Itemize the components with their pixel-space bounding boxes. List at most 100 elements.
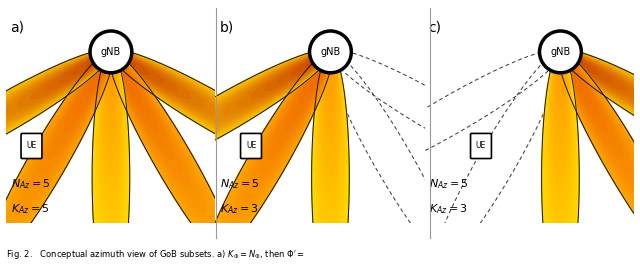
Polygon shape [320, 52, 341, 192]
Polygon shape [111, 51, 205, 107]
FancyBboxPatch shape [21, 133, 42, 158]
Polygon shape [316, 52, 344, 239]
Polygon shape [292, 51, 330, 74]
Polygon shape [560, 51, 627, 91]
Polygon shape [559, 51, 640, 214]
Polygon shape [559, 52, 632, 173]
Polygon shape [111, 51, 191, 99]
Polygon shape [0, 51, 113, 264]
Polygon shape [72, 51, 111, 74]
Polygon shape [292, 52, 331, 118]
Polygon shape [326, 52, 335, 112]
Polygon shape [111, 51, 177, 91]
Polygon shape [561, 51, 599, 74]
Polygon shape [31, 51, 111, 99]
Polygon shape [86, 52, 111, 66]
Polygon shape [324, 52, 330, 63]
Polygon shape [111, 50, 315, 171]
Polygon shape [110, 52, 157, 132]
Text: $N_{Az}$$ = $$5$: $N_{Az}$$ = $$5$ [429, 177, 468, 191]
Polygon shape [306, 52, 330, 66]
Polygon shape [0, 50, 111, 147]
Polygon shape [17, 51, 111, 107]
Polygon shape [56, 52, 112, 145]
Polygon shape [154, 50, 331, 155]
Polygon shape [560, 50, 640, 163]
Polygon shape [312, 52, 349, 264]
Polygon shape [236, 51, 332, 214]
Polygon shape [105, 52, 116, 128]
Polygon shape [278, 51, 330, 83]
Polygon shape [560, 51, 640, 115]
Polygon shape [561, 52, 572, 58]
FancyBboxPatch shape [241, 133, 262, 158]
Polygon shape [560, 52, 583, 90]
Polygon shape [313, 52, 348, 264]
Polygon shape [308, 52, 331, 90]
Text: UE: UE [26, 142, 36, 150]
Polygon shape [103, 52, 119, 160]
Polygon shape [113, 50, 331, 180]
Polygon shape [209, 51, 331, 123]
Polygon shape [557, 52, 564, 96]
Polygon shape [300, 52, 331, 104]
Polygon shape [0, 51, 113, 242]
Polygon shape [559, 52, 615, 145]
Polygon shape [548, 52, 573, 223]
Polygon shape [111, 50, 260, 139]
Text: $N_{Az}$$ = $$5$: $N_{Az}$$ = $$5$ [11, 177, 51, 191]
Polygon shape [559, 52, 639, 187]
Polygon shape [88, 52, 111, 90]
Polygon shape [264, 51, 331, 91]
Polygon shape [4, 51, 111, 115]
Polygon shape [110, 52, 166, 145]
Polygon shape [284, 52, 332, 132]
Polygon shape [550, 52, 571, 192]
Polygon shape [558, 52, 563, 80]
Polygon shape [276, 52, 332, 145]
Polygon shape [92, 52, 130, 264]
Polygon shape [45, 51, 111, 91]
Circle shape [310, 31, 351, 73]
Polygon shape [111, 51, 232, 123]
Polygon shape [554, 52, 567, 144]
Polygon shape [560, 50, 640, 147]
Polygon shape [559, 51, 640, 228]
Polygon shape [0, 51, 111, 123]
Polygon shape [127, 50, 331, 171]
Polygon shape [195, 51, 331, 131]
Polygon shape [108, 52, 115, 96]
Polygon shape [140, 50, 331, 163]
Polygon shape [111, 50, 273, 147]
Polygon shape [323, 52, 339, 160]
Polygon shape [8, 51, 113, 228]
Text: gNB: gNB [101, 47, 121, 57]
Polygon shape [243, 52, 332, 201]
Polygon shape [211, 51, 332, 256]
Polygon shape [111, 52, 134, 90]
Polygon shape [109, 51, 222, 242]
Polygon shape [324, 52, 336, 128]
Polygon shape [560, 51, 640, 131]
Polygon shape [560, 52, 599, 118]
Polygon shape [97, 52, 125, 239]
Polygon shape [168, 50, 331, 147]
Polygon shape [98, 52, 124, 223]
Polygon shape [561, 52, 585, 66]
Polygon shape [104, 52, 118, 144]
Circle shape [540, 31, 581, 73]
Polygon shape [541, 52, 579, 264]
Polygon shape [0, 50, 111, 171]
Text: a): a) [11, 21, 24, 35]
Polygon shape [560, 51, 640, 99]
Polygon shape [560, 51, 640, 123]
Polygon shape [0, 50, 111, 163]
Polygon shape [99, 52, 123, 208]
Polygon shape [317, 52, 343, 223]
Text: UE: UE [476, 142, 486, 150]
Polygon shape [559, 51, 640, 256]
Polygon shape [0, 51, 113, 256]
Polygon shape [72, 52, 111, 118]
Polygon shape [223, 51, 331, 115]
Polygon shape [314, 52, 347, 264]
